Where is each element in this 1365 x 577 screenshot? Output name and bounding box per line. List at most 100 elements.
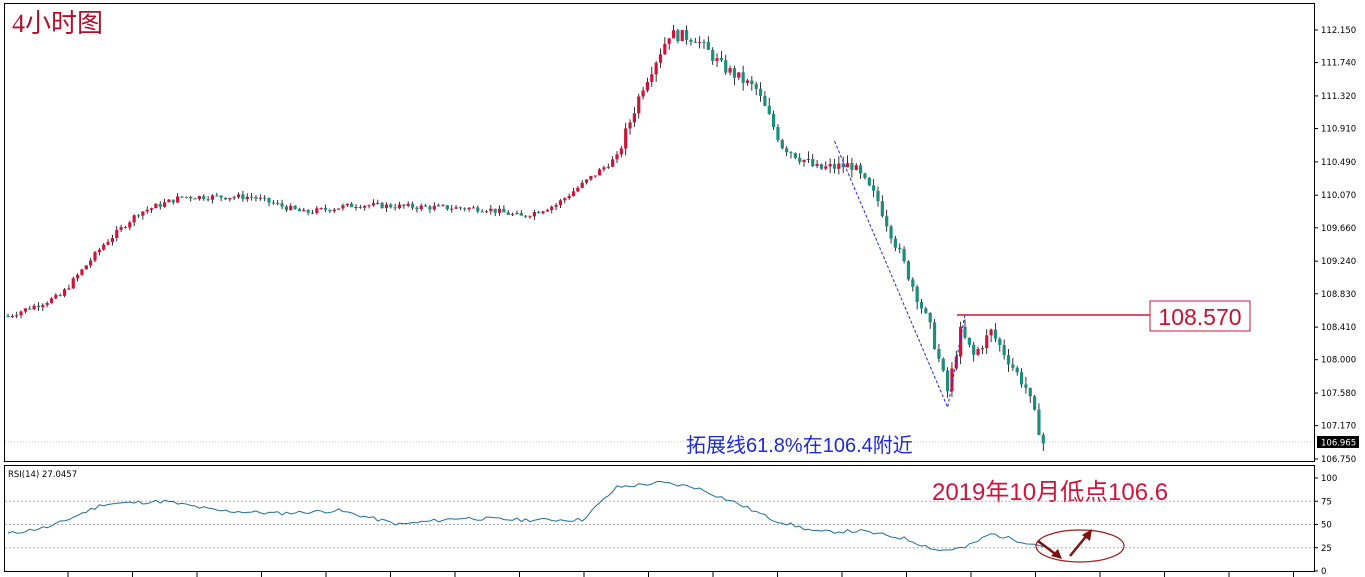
price-tick-label: 107.580 bbox=[1321, 389, 1356, 399]
candle-body bbox=[932, 322, 937, 349]
candle-body bbox=[824, 166, 828, 169]
candle-body bbox=[419, 205, 423, 210]
price-tick-label: 108.830 bbox=[1321, 290, 1356, 300]
candle-body bbox=[102, 244, 106, 250]
candle-body bbox=[476, 207, 480, 212]
candle-body bbox=[393, 207, 397, 209]
candle-body bbox=[954, 356, 958, 369]
candle-body bbox=[898, 247, 902, 249]
candle-body bbox=[650, 74, 654, 82]
candle-body bbox=[624, 128, 628, 149]
candle-body bbox=[32, 305, 36, 310]
rsi-divergence-marker bbox=[1035, 529, 1125, 563]
candle-body bbox=[58, 294, 62, 296]
candle-body bbox=[845, 163, 850, 168]
candle-body bbox=[928, 312, 932, 323]
candle-body bbox=[54, 294, 58, 299]
candle-body bbox=[136, 215, 141, 217]
candle-body bbox=[802, 159, 806, 162]
candle-body bbox=[62, 289, 67, 296]
candle-body bbox=[758, 88, 763, 96]
candle-body bbox=[541, 211, 545, 214]
candle-body bbox=[463, 208, 467, 210]
candle-body bbox=[876, 190, 880, 202]
price-axis: 112.150 111.740 111.320 110.910 110.490 110.0… bbox=[1314, 26, 1356, 465]
candle-body bbox=[828, 164, 832, 167]
candle-body bbox=[128, 222, 132, 228]
candle-body bbox=[363, 205, 367, 208]
candle-body bbox=[489, 208, 493, 212]
candle-body bbox=[880, 201, 884, 217]
candle-body bbox=[236, 194, 241, 198]
candle-body bbox=[584, 179, 589, 183]
candle-body bbox=[972, 344, 976, 355]
chart-title: 4小时图 bbox=[12, 9, 103, 38]
candle-body bbox=[798, 157, 802, 162]
candle-body bbox=[593, 175, 597, 177]
candle-body bbox=[380, 202, 384, 209]
candle-body bbox=[576, 187, 580, 192]
candle-body bbox=[306, 209, 310, 213]
candle-body bbox=[693, 41, 697, 43]
candle-body bbox=[702, 41, 706, 43]
candle-body bbox=[289, 205, 293, 211]
candle-body bbox=[850, 163, 854, 170]
candle-body bbox=[84, 265, 88, 270]
candle-body bbox=[110, 237, 114, 243]
candle-body bbox=[441, 205, 445, 207]
candle-body bbox=[310, 212, 315, 214]
candle-body bbox=[976, 348, 980, 355]
rsi-tick-label: 0 bbox=[1321, 567, 1326, 577]
candle-body bbox=[715, 58, 719, 61]
svg-text:106.965: 106.965 bbox=[1321, 439, 1356, 449]
price-tick-label: 109.240 bbox=[1321, 257, 1356, 267]
candle-body bbox=[528, 216, 532, 218]
candle-body bbox=[215, 195, 219, 197]
candle-body bbox=[93, 252, 97, 261]
candle-body bbox=[493, 208, 497, 213]
candle-body bbox=[437, 205, 441, 207]
candle-body bbox=[184, 196, 188, 198]
candle-body bbox=[89, 260, 93, 266]
candle-body bbox=[832, 164, 837, 169]
candle-body bbox=[537, 212, 541, 214]
candle-body bbox=[941, 358, 945, 371]
candle-body bbox=[484, 211, 489, 213]
candle-body bbox=[867, 177, 871, 186]
candle-body bbox=[946, 370, 950, 392]
candle-body bbox=[637, 96, 641, 114]
candle-body bbox=[1037, 409, 1041, 435]
candle-body bbox=[267, 197, 271, 203]
candle-body bbox=[67, 288, 71, 290]
candle-body bbox=[654, 62, 658, 75]
candle-body bbox=[811, 159, 815, 167]
candle-body bbox=[328, 209, 332, 212]
candle-body bbox=[680, 30, 684, 42]
candle-body bbox=[819, 164, 824, 169]
candle-body bbox=[445, 205, 449, 210]
rsi-grid bbox=[5, 500, 1314, 549]
candle-body bbox=[1033, 396, 1037, 410]
candle-body bbox=[745, 80, 750, 83]
candle-body bbox=[115, 229, 119, 238]
candle-body bbox=[889, 226, 893, 239]
candle-body bbox=[197, 196, 201, 199]
candle-body bbox=[1011, 364, 1015, 368]
candle-body bbox=[284, 206, 288, 211]
candle-body bbox=[658, 54, 663, 63]
rsi-tick-label: 50 bbox=[1321, 521, 1332, 531]
candle-body bbox=[410, 203, 415, 208]
candle-body bbox=[106, 242, 110, 245]
candle-body bbox=[754, 84, 758, 89]
price-tick-label: 109.660 bbox=[1321, 224, 1356, 234]
price-tick-label: 108.410 bbox=[1321, 323, 1356, 333]
candle-body bbox=[428, 206, 432, 210]
candle-body bbox=[641, 90, 645, 97]
candle-body bbox=[502, 208, 506, 213]
extension-trendline bbox=[834, 141, 966, 410]
candle-body bbox=[254, 197, 258, 199]
price-tick-label: 112.150 bbox=[1321, 26, 1356, 36]
candle-body bbox=[854, 165, 858, 170]
candle-body bbox=[776, 127, 780, 141]
candle-body bbox=[402, 204, 406, 206]
